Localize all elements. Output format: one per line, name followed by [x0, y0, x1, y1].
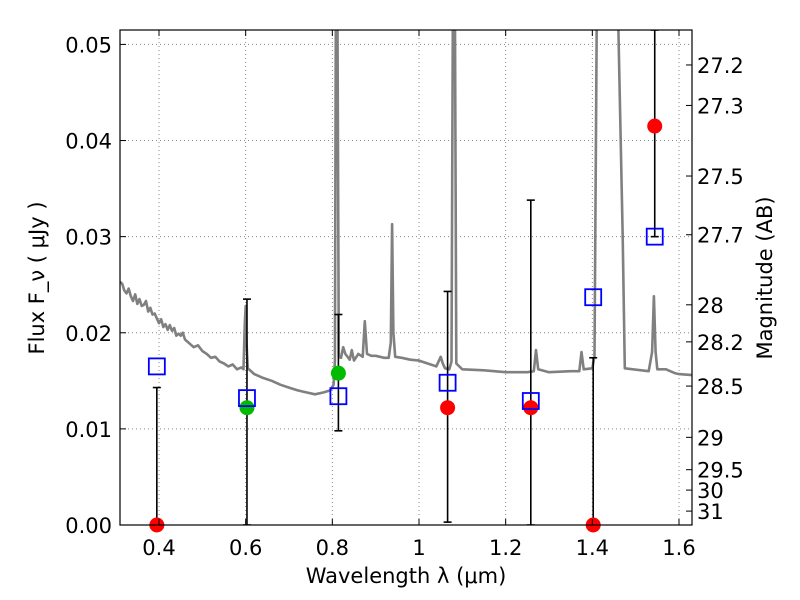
- error-bars: [152, 30, 659, 525]
- right-tick-label: 28: [697, 294, 724, 318]
- y-tick-label: 0.03: [65, 226, 112, 250]
- data-point: [523, 400, 539, 416]
- x-tick-label: 1.2: [489, 536, 522, 560]
- model-box: [438, 373, 457, 392]
- y-axis-ticks: 0.00 0.01 0.02 0.03 0.04 0.05: [65, 33, 126, 538]
- x-tick-label: 1.6: [662, 536, 695, 560]
- right-tick-label: 28.2: [697, 331, 744, 355]
- right-tick-label: 29: [697, 426, 724, 450]
- y-tick-label: 0.04: [65, 130, 112, 154]
- x-tick-label: 0.4: [142, 536, 175, 560]
- x-tick-label: 0.6: [229, 536, 262, 560]
- model-box: [521, 392, 540, 410]
- data-points: [149, 118, 663, 533]
- y-tick-label: 0.05: [65, 33, 112, 57]
- model-box: [329, 387, 348, 406]
- model-spectrum-line: [120, 30, 692, 396]
- y-tick-label: 0.02: [65, 322, 112, 346]
- right-tick-label: 27.3: [697, 94, 744, 118]
- x-tick-label: 1.4: [576, 536, 609, 560]
- right-tick-label: 27.2: [697, 54, 744, 78]
- x-tick-label: 0.8: [316, 536, 349, 560]
- data-point: [330, 365, 346, 381]
- x-tick-label: 1: [412, 536, 425, 560]
- right-tick-label: 27.7: [697, 224, 744, 248]
- y-tick-label: 0.00: [65, 514, 112, 538]
- x-axis-ticks: 0.4 0.6 0.8 1 1.2 1.4 1.6: [142, 30, 696, 560]
- right-tick-label: 28.5: [697, 375, 744, 399]
- grid: [120, 30, 692, 526]
- model-box: [645, 227, 664, 246]
- model-box: [584, 288, 603, 307]
- plot-frame: [119, 29, 693, 526]
- spectrum-layer: [120, 30, 692, 396]
- x-axis-label: Wavelength λ (μm): [306, 564, 507, 588]
- model-box: [238, 389, 256, 408]
- right-tick-label: 31: [697, 500, 724, 524]
- right-tick-label: 30: [697, 479, 724, 503]
- data-point: [647, 118, 663, 134]
- y-axis-label: Flux F_ν ( μJy ): [25, 201, 50, 354]
- right-tick-label: 27.5: [697, 165, 744, 189]
- model-boxes: [147, 227, 664, 410]
- right-tick-label: 29.5: [697, 459, 744, 483]
- data-point: [239, 400, 255, 416]
- right-axis-label: Magnitude (AB): [753, 196, 777, 359]
- data-point: [440, 400, 456, 416]
- model-box: [147, 357, 166, 376]
- y-tick-label: 0.01: [65, 418, 112, 442]
